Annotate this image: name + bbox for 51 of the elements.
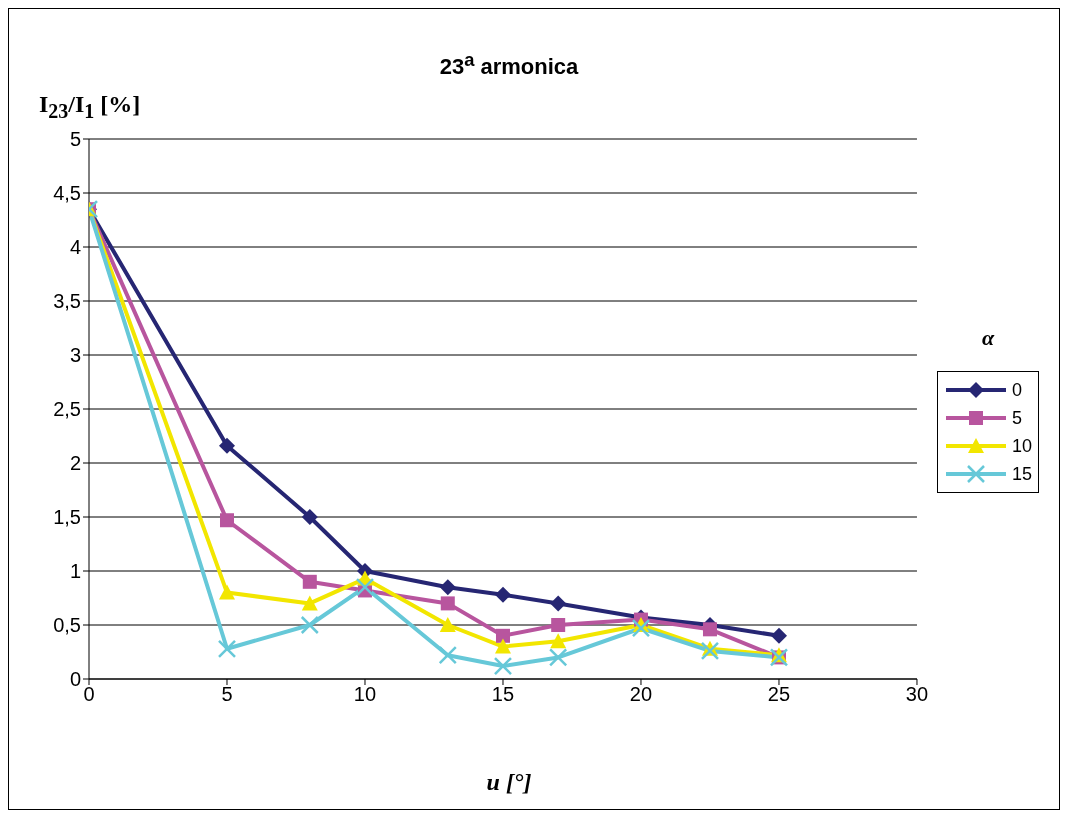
chart-title: 23$^{a}$ armonica — [438, 49, 580, 81]
point — [700, 641, 720, 661]
point — [440, 596, 455, 611]
point — [550, 633, 567, 649]
x-axis-title: u [°] — [485, 769, 533, 796]
y-tick-label: 2,5 — [53, 398, 81, 421]
point — [548, 648, 568, 667]
y-tick-label: 2 — [69, 452, 81, 475]
x-tick-label: 25 — [767, 683, 791, 706]
point — [218, 584, 235, 600]
x-tick-label: 10 — [353, 683, 377, 706]
point — [439, 617, 456, 632]
point — [493, 656, 513, 676]
legend-label: 15 — [1011, 463, 1032, 485]
x-tick-label: 5 — [221, 683, 233, 706]
point — [494, 638, 511, 654]
x-tick-label: 30 — [905, 683, 929, 706]
y-tick-label: 0 — [69, 668, 81, 691]
legend-label: 0 — [1011, 379, 1022, 401]
x-tick-label: 15 — [491, 683, 515, 706]
point — [301, 509, 318, 525]
legend-label: 10 — [1011, 435, 1032, 457]
point — [220, 513, 234, 528]
legend-label: 5 — [1011, 407, 1022, 429]
y-tick-label: 5 — [69, 128, 81, 151]
x-tick-label: 0 — [83, 683, 95, 706]
point — [218, 437, 235, 454]
y-tick-label: 3 — [69, 344, 81, 367]
x-tick-label: 20 — [629, 683, 653, 706]
point — [301, 595, 318, 611]
y-tick-label: 3,5 — [53, 290, 81, 313]
point — [550, 595, 567, 612]
legend-title: α — [980, 325, 996, 351]
point — [302, 574, 317, 589]
y-axis-title: I$_{23}$/I$_{1}$ [%] — [39, 91, 141, 123]
point — [494, 586, 511, 603]
point — [495, 628, 510, 643]
point — [770, 627, 787, 644]
y-tick-label: 1 — [69, 560, 81, 583]
point — [702, 622, 717, 637]
y-tick-label: 1,5 — [53, 506, 81, 529]
point — [631, 618, 651, 638]
point — [439, 579, 456, 596]
y-tick-label: 4 — [69, 236, 81, 259]
point — [551, 618, 566, 632]
point — [300, 615, 320, 635]
point — [355, 577, 375, 597]
y-tick-label: 4,5 — [53, 182, 81, 205]
point — [217, 639, 237, 659]
point — [438, 645, 458, 665]
y-tick-label: 0,5 — [53, 614, 81, 637]
